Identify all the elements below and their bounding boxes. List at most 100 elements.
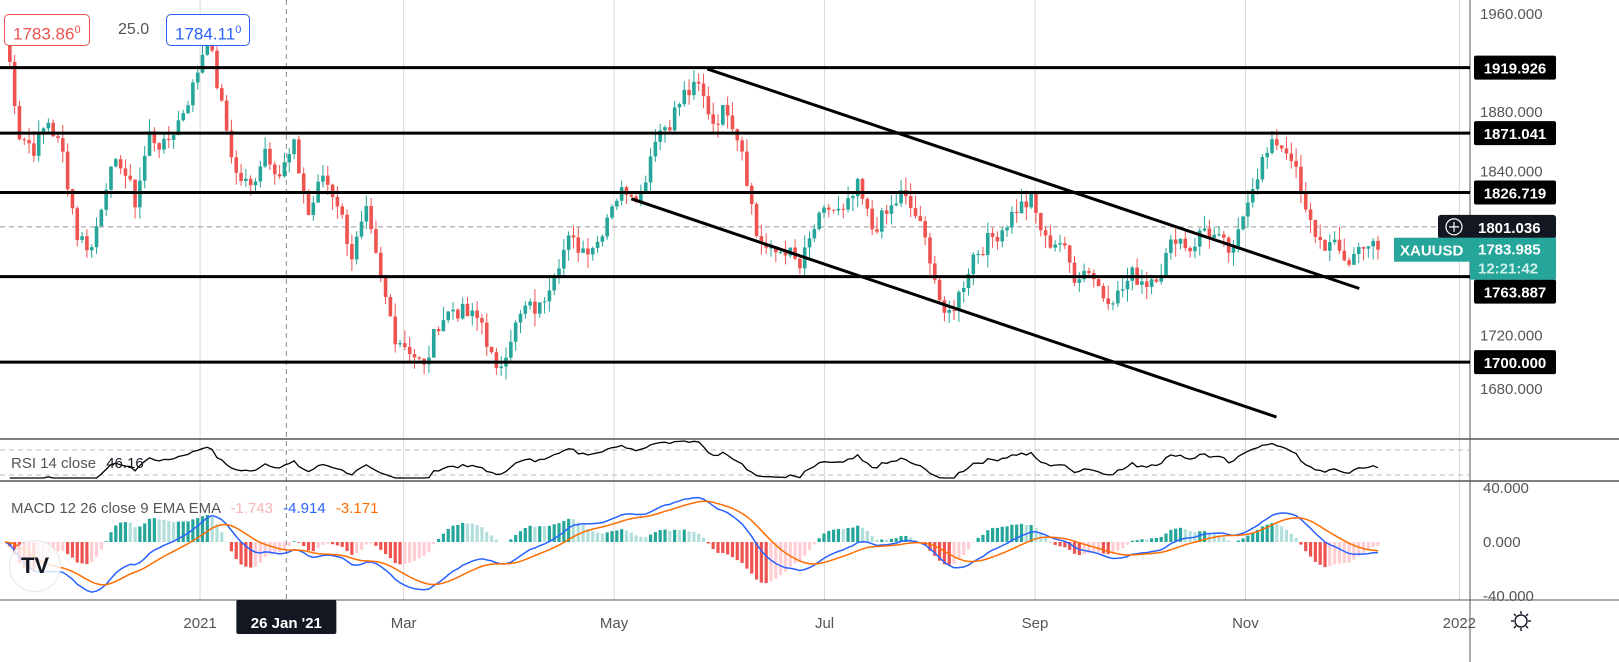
candle-body <box>431 329 436 358</box>
candle-body <box>1284 148 1289 154</box>
macd-histogram-bar <box>383 542 388 555</box>
candle-body <box>32 143 36 156</box>
settings-gear-icon[interactable] <box>1514 614 1528 628</box>
level-label-bg <box>1474 350 1556 375</box>
candle-body <box>1222 234 1226 238</box>
macd-histogram-bar <box>706 542 710 544</box>
macd-histogram-bar <box>403 542 407 564</box>
macd-histogram-bar <box>66 542 70 555</box>
macd-histogram-bar <box>990 528 995 542</box>
macd-histogram-bar <box>557 523 561 542</box>
macd-histogram-bar <box>340 542 344 547</box>
macd-tick-label: -40.000 <box>1483 588 1534 605</box>
candle-body <box>769 247 773 249</box>
ask-price-box[interactable]: 1784.110 <box>166 14 251 46</box>
candle-body <box>321 175 325 182</box>
candle-body <box>56 136 60 139</box>
macd-histogram-bar <box>668 530 672 542</box>
candle-body <box>369 206 373 230</box>
macd-histogram-bar <box>278 542 282 553</box>
macd-histogram-bar <box>1178 527 1183 542</box>
macd-histogram-bar <box>475 525 479 542</box>
candle-body <box>605 217 609 237</box>
time-tick-label: May <box>600 615 629 632</box>
candle-body <box>248 178 253 186</box>
candle-body <box>778 252 783 254</box>
macd-histogram-bar <box>451 525 455 542</box>
macd-histogram-bar <box>359 542 364 550</box>
candle-body <box>990 233 995 237</box>
tradingview-logo[interactable]: TV <box>9 540 61 592</box>
candle-body <box>451 309 455 312</box>
macd-legend[interactable]: MACD 12 26 close 9 EMA EMA -1.743 -4.914… <box>11 500 378 517</box>
candle-body <box>142 155 147 181</box>
price-tick-label: 1960.000 <box>1480 6 1543 23</box>
candle-body <box>783 252 788 256</box>
candle-body <box>1111 303 1115 305</box>
candle-body <box>465 303 470 317</box>
macd-histogram-bar <box>1005 526 1009 542</box>
macd-histogram-bar <box>1159 536 1163 542</box>
macd-histogram-bar <box>894 538 898 542</box>
ask-price-sup: 0 <box>235 24 242 36</box>
candle-body <box>268 148 272 165</box>
macd-histogram-bar <box>793 542 797 564</box>
candle-body <box>335 196 340 207</box>
candles <box>8 17 1380 380</box>
candle-body <box>22 139 27 141</box>
candle-body <box>311 202 316 215</box>
macd-histogram-bar <box>1241 538 1245 542</box>
candle-body <box>798 258 802 269</box>
macd-histogram-bar <box>393 542 397 564</box>
macd-histogram-bar <box>904 535 908 542</box>
macd-histogram-bar <box>726 542 730 555</box>
candle-body <box>870 208 874 230</box>
macd-histogram-bar <box>470 523 474 542</box>
time-tick-label: 2022 <box>1443 615 1476 632</box>
candle-body <box>157 143 161 150</box>
crosshair-price-label: 1801.036 <box>1478 220 1541 237</box>
macd-histogram-bar <box>85 542 89 565</box>
macd-histogram-bar <box>220 532 224 542</box>
macd-histogram-bar <box>398 542 402 565</box>
bid-price-box[interactable]: 1783.860 <box>4 14 90 46</box>
macd-histogram-bar <box>986 530 990 542</box>
macd-histogram-bar <box>1304 542 1308 552</box>
candle-body <box>1361 247 1366 249</box>
macd-histogram-bar <box>311 542 315 552</box>
candle-body <box>46 122 51 129</box>
crosshair-date-label: 26 Jan '21 <box>251 615 322 632</box>
macd-hist-value: -1.743 <box>230 500 273 517</box>
crosshair-date-bg <box>236 600 337 634</box>
macd-histogram-bar <box>620 529 624 542</box>
macd-histogram-bar <box>600 533 604 542</box>
candle-body <box>908 196 913 209</box>
candle-body <box>407 346 412 355</box>
macd-histogram-bar <box>287 542 291 546</box>
candle-body <box>1029 193 1033 208</box>
candle-body <box>460 303 465 319</box>
macd-histogram-bar <box>1130 540 1134 542</box>
candle-body <box>1332 239 1337 243</box>
rsi-legend[interactable]: RSI 14 close 46.16 <box>11 455 144 472</box>
macd-histogram-bar <box>350 542 354 555</box>
macd-histogram-bar <box>1308 542 1313 557</box>
bid-price: 1783.86 <box>13 24 75 44</box>
candle-body <box>971 254 976 275</box>
candle-body <box>36 131 41 156</box>
candle-body <box>61 138 65 152</box>
candle-body <box>128 175 133 180</box>
candle-body <box>359 221 364 237</box>
macd-histogram-bar <box>933 542 937 556</box>
macd-histogram-bar <box>552 524 556 542</box>
candle-body <box>827 207 831 210</box>
macd-histogram-bar <box>143 523 147 542</box>
macd-histogram-bar <box>422 542 426 556</box>
macd-histogram-bar <box>326 542 330 544</box>
macd-histogram-bar <box>807 542 812 550</box>
level-label-bg <box>1474 180 1556 205</box>
macd-histogram-bar <box>1072 542 1077 554</box>
candle-body <box>1082 270 1086 280</box>
candle-body <box>1318 236 1322 241</box>
